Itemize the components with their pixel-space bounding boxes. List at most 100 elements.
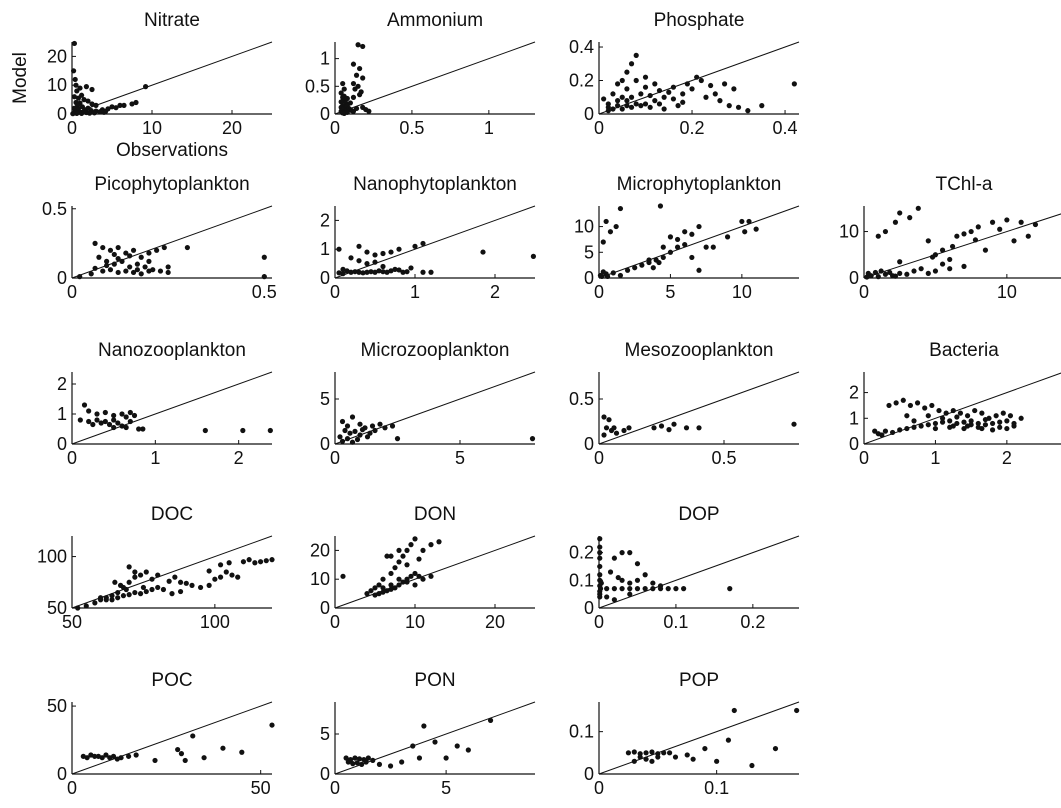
data-point [202,427,208,434]
data-point [138,271,144,277]
data-point [631,749,637,755]
data-point [388,268,394,274]
data-point [94,417,100,423]
data-point [642,101,649,107]
data-point [85,98,91,104]
data-point [886,402,892,409]
data-point [666,750,673,756]
data-point [96,254,102,260]
data-point [117,582,124,588]
data-point [893,400,899,406]
data-point [123,250,129,256]
data-point [396,576,402,582]
data-point [717,98,723,104]
data-point [694,74,700,80]
data-point [342,427,348,434]
data-point [130,247,137,253]
data-point [146,250,152,256]
data-point [137,572,144,578]
data-point [721,81,728,87]
data-point [92,600,98,606]
data-point [982,247,989,253]
panel-microzooplankton: Microzooplankton 0 5 0 5 [320,340,536,468]
data-point [132,589,138,596]
data-point [372,592,378,598]
y-tick-label: 0 [849,434,859,454]
data-point [597,544,603,550]
data-point [597,572,603,578]
data-point [344,423,351,429]
data-point [384,269,390,275]
data-point [133,752,139,758]
y-tick-label: 0 [320,434,330,454]
data-point [133,99,139,106]
data-point [74,110,80,117]
panel-ammonium: Ammonium 0 0.5 1 0 0.5 1 [305,10,536,138]
data-point [619,77,625,84]
x-tick-label: 10 [142,118,162,138]
x-tick-label: 0.5 [711,448,736,468]
data-point [671,421,677,427]
data-point [673,586,679,592]
data-point [115,244,121,251]
data-point [639,262,645,268]
data-point [252,560,258,566]
x-tick-label: 0 [594,282,604,302]
data-point [392,266,398,272]
data-point [257,559,264,565]
data-point [197,584,204,591]
data-point [396,559,402,565]
data-point [601,414,607,420]
data-point [338,99,344,105]
panel-pop: POP 0 0.1 0 0.1 [569,670,800,798]
data-point [364,249,370,255]
data-point [356,243,362,249]
y-tick-label: 0 [320,764,330,784]
x-tick-label: 0.2 [680,118,705,138]
data-point [739,218,745,225]
data-point [384,588,390,594]
data-point [914,400,921,406]
panel-title: Ammonium [387,10,483,31]
data-point [637,754,643,760]
data-point [410,743,416,749]
y-tick-label: 0 [57,764,67,784]
data-point [380,585,386,591]
data-point [357,92,363,98]
data-point [217,574,224,580]
data-point [353,72,360,78]
data-point [84,755,90,761]
data-point [113,105,119,111]
data-point [968,228,974,235]
data-point [412,570,418,577]
data-point [112,579,118,585]
data-point [597,536,603,542]
data-point [670,96,677,102]
data-point [597,555,603,561]
data-point [111,412,117,419]
data-point [794,707,800,714]
y-tick-label: 10 [47,75,67,95]
data-point [529,436,536,442]
data-point [989,427,996,433]
data-point [661,750,667,756]
data-point [338,90,344,96]
data-point [1004,425,1010,432]
data-point [918,423,924,429]
data-point [950,423,956,429]
data-point [103,597,109,603]
panel-title: TChl-a [935,174,992,195]
x-tick-label: 50 [251,778,271,798]
data-point [117,102,123,108]
data-point [77,417,83,423]
one-to-one-line [71,41,273,115]
data-point [380,250,386,257]
data-point [119,258,125,264]
data-point [611,597,617,603]
one-to-one-line [334,371,536,445]
data-point [649,758,655,764]
data-point [127,264,133,270]
data-point [615,81,621,87]
y-tick-label: 0 [57,434,67,454]
data-point [146,258,152,264]
